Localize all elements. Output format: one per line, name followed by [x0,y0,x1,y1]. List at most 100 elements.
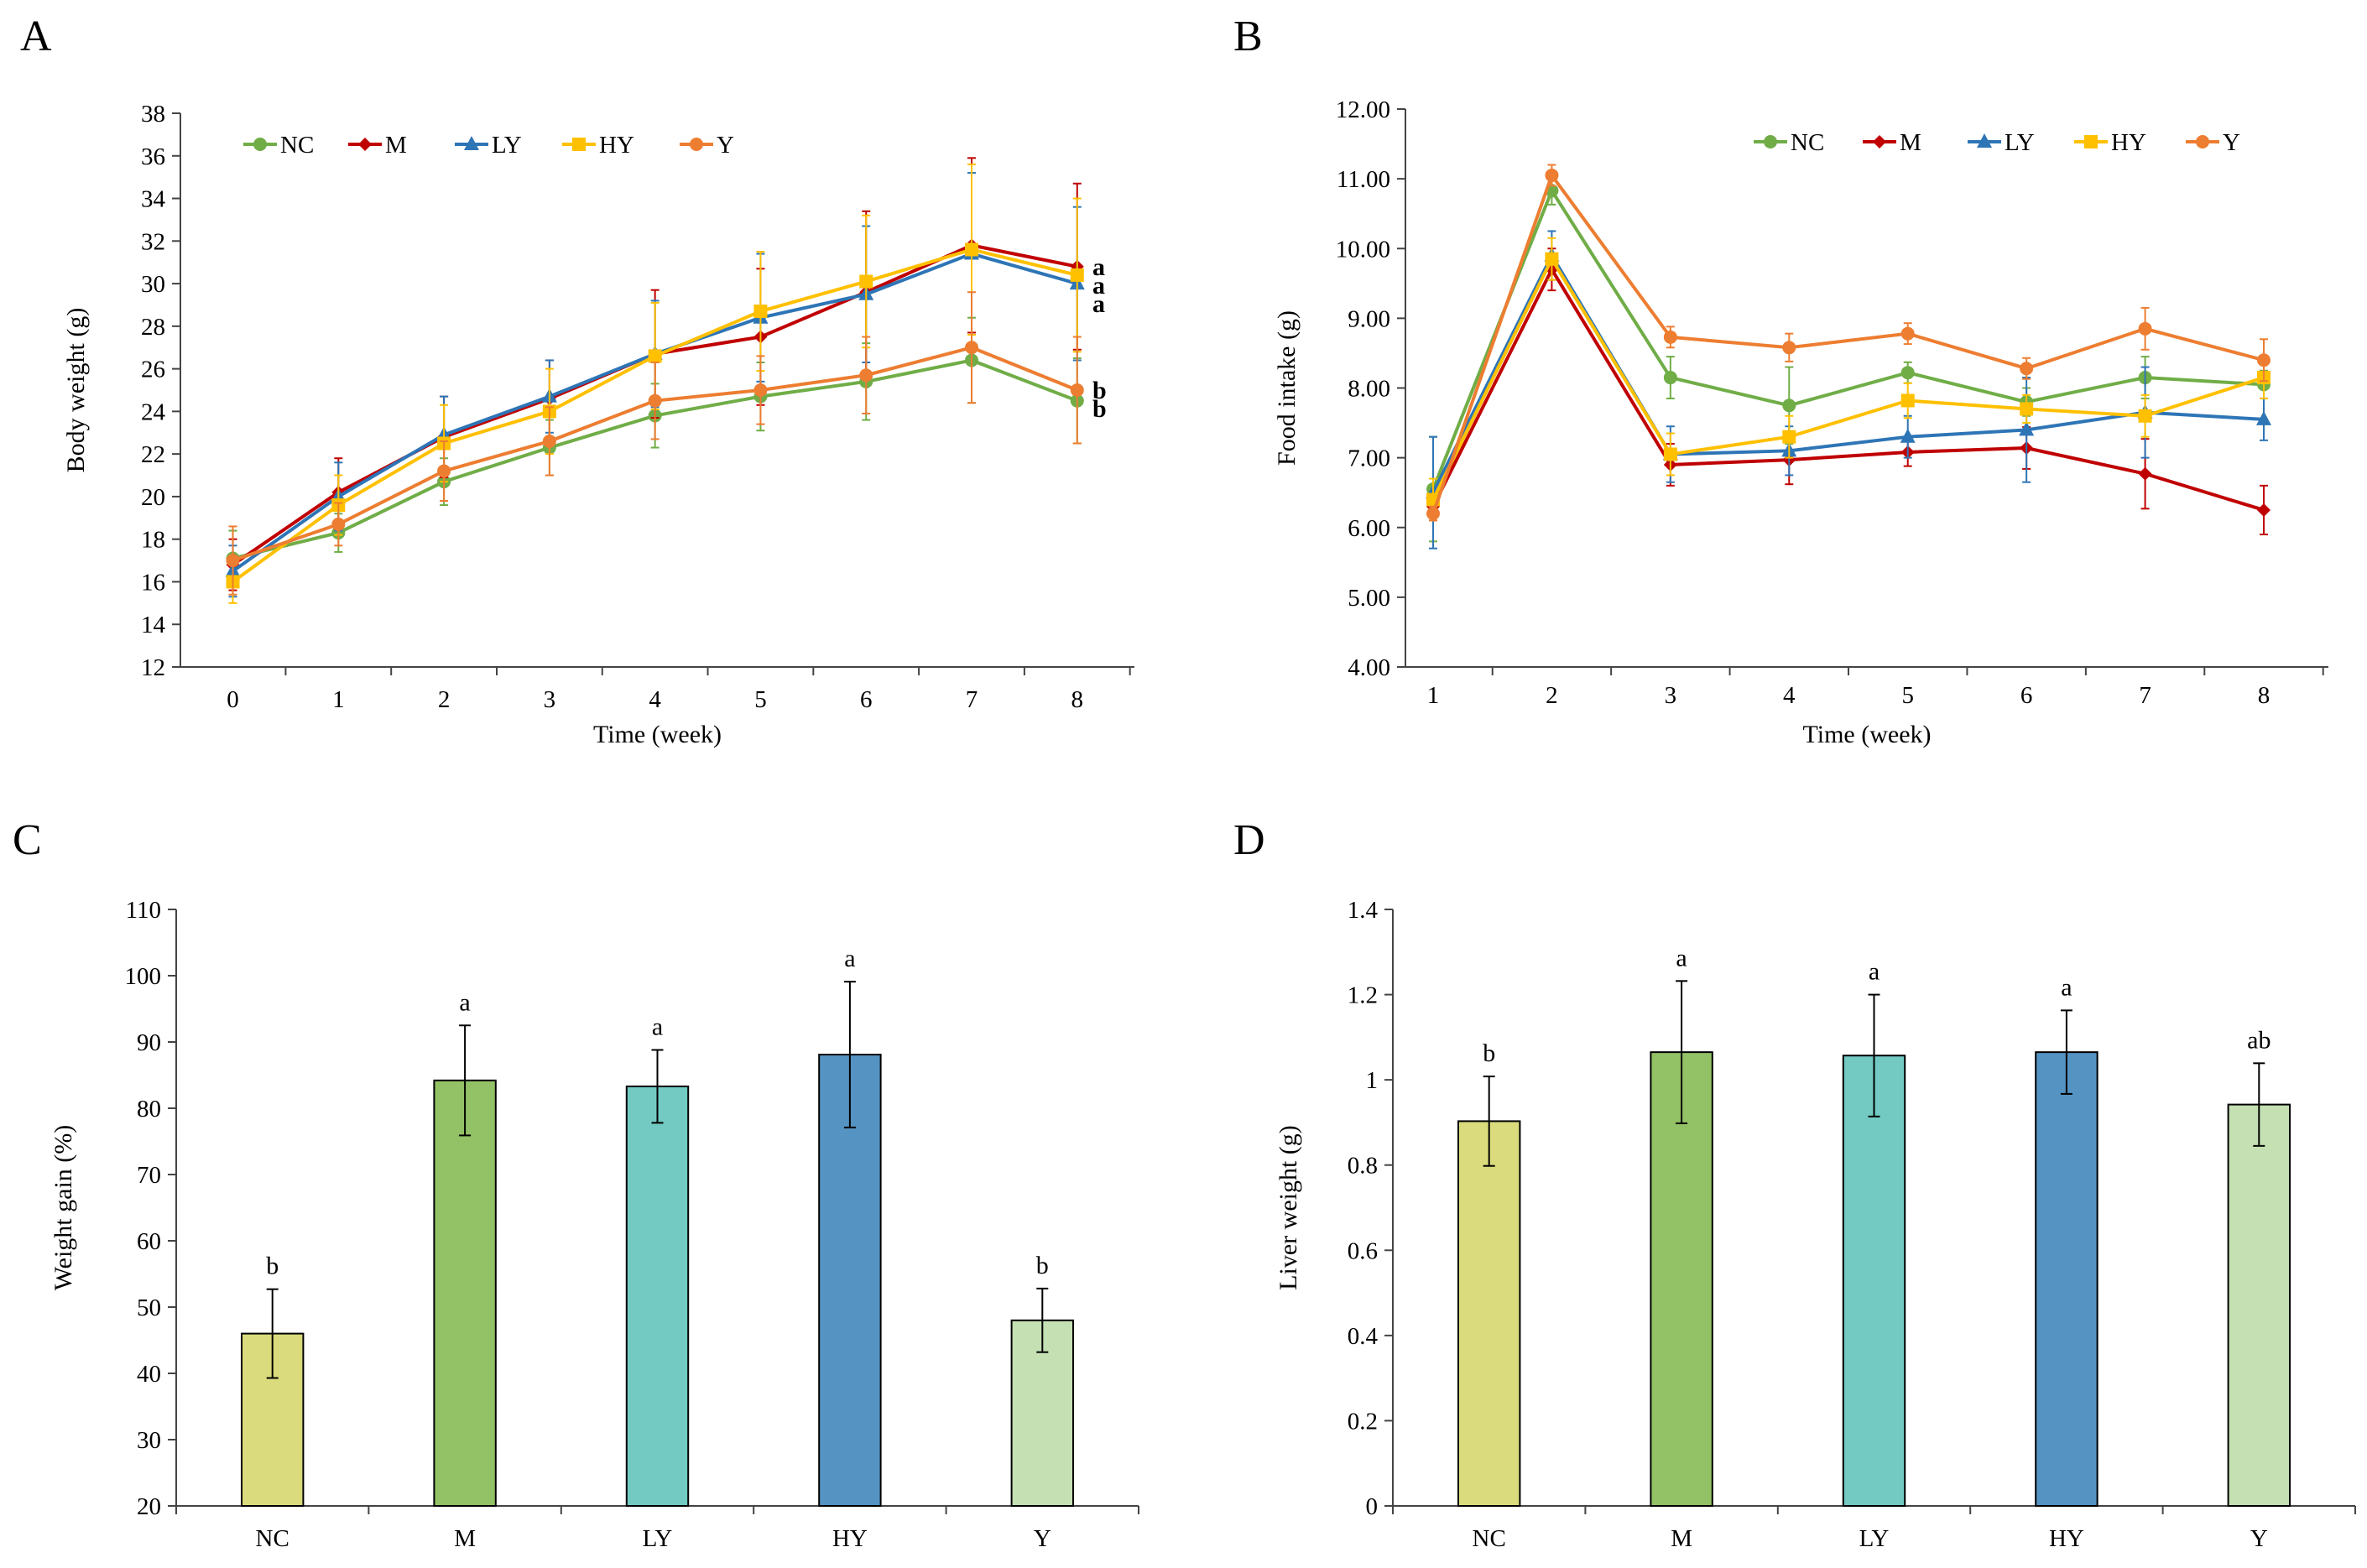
legend-marker-nc [253,138,267,151]
x-tick-label: 7 [966,686,978,713]
data-point [1782,341,1796,355]
significance-letter: b [1092,377,1107,404]
data-point [1782,430,1796,444]
y-tick-label: 7.00 [1348,445,1390,472]
y-tick-label: 4.00 [1348,654,1390,681]
x-tick-label: NC [1473,1525,1506,1552]
data-point [2138,409,2152,423]
data-point [648,349,662,363]
data-point [331,517,346,531]
x-tick-label: LY [1859,1525,1890,1552]
y-tick-label: 28 [141,314,165,341]
legend-label-m: M [385,132,407,159]
data-point [1900,428,1916,443]
significance-letter: a [2061,973,2072,1001]
x-tick-label: 3 [544,686,556,713]
x-tick-label: 2 [438,686,451,713]
significance-letter: a [844,945,855,972]
x-tick-label: 5 [754,686,767,713]
y-axis-title: Weight gain (%) [50,1125,77,1291]
data-point [859,368,873,383]
x-tick-label: NC [256,1525,289,1552]
data-point [1545,252,1559,266]
data-point [2257,353,2271,367]
bar-ly [625,1085,690,1508]
legend-marker-nc [1764,135,1777,148]
x-tick-label: 2 [1546,682,1558,709]
y-tick-label: 0.6 [1348,1237,1378,1264]
y-tick-label: 16 [141,569,165,596]
y-tick-label: 9.00 [1348,305,1390,332]
bar-m [433,1079,497,1507]
y-tick-label: 110 [126,897,161,924]
x-tick-label: HY [2049,1525,2084,1552]
x-tick-label: 0 [227,686,239,713]
y-tick-label: 18 [141,527,165,554]
y-tick-label: 40 [137,1361,161,1388]
legend-marker-hy [2084,135,2098,148]
y-axis-title: Food intake (g) [1273,310,1301,466]
significance-letter: a [1869,958,1880,986]
x-tick-label: 8 [1071,686,1084,713]
significance-letter: ab [2247,1026,2271,1054]
data-point [2019,421,2035,436]
panel-letter-d: D [1233,816,1265,864]
bar-y [2227,1103,2291,1507]
x-tick-label: HY [832,1525,868,1552]
bar-m [1650,1051,1713,1508]
x-tick-label: M [1671,1525,1692,1552]
y-tick-label: 90 [137,1029,161,1056]
legend-label-ly: LY [2005,129,2035,156]
legend-label-nc: NC [1791,129,1824,156]
data-point [2138,466,2152,481]
data-point [542,434,556,448]
legend-label-ly: LY [492,132,522,159]
data-point [226,554,240,568]
y-tick-label: 1.4 [1348,897,1379,924]
series-line-m [1431,266,2265,512]
x-tick-label: 1 [1427,682,1440,709]
y-tick-label: 11.00 [1337,166,1390,193]
x-tick-label: 8 [2258,682,2271,709]
series-y [1426,164,2271,522]
legend-marker-y [690,138,703,151]
y-tick-label: 50 [137,1295,161,1321]
data-point [437,464,451,478]
x-tick-label: 4 [1783,682,1796,709]
data-point [1663,371,1677,385]
y-axis-title: Liver weight (g) [1275,1125,1302,1290]
y-tick-label: 30 [137,1427,161,1454]
y-tick-label: 1.2 [1348,982,1378,1009]
significance-letter: a [652,1013,663,1040]
y-tick-label: 22 [141,441,165,468]
x-tick-label: 7 [2139,682,2151,709]
data-point [1782,399,1796,413]
panel-letter-b: B [1233,13,1263,60]
legend-marker-hy [572,138,586,151]
data-point [2256,410,2271,425]
data-point [1426,507,1440,521]
y-tick-label: 20 [141,484,165,511]
y-tick-label: 100 [125,963,162,990]
y-tick-label: 24 [141,399,166,425]
legend-label-hy: HY [599,132,634,159]
y-tick-label: 12.00 [1336,96,1390,123]
y-tick-label: 36 [141,143,165,170]
data-point [1070,268,1084,282]
panel-letter-c: C [13,816,42,864]
y-tick-label: 0.4 [1348,1323,1379,1350]
y-tick-label: 10.00 [1336,236,1390,263]
series-hy [1426,237,2271,522]
y-tick-label: 0.2 [1348,1408,1378,1435]
x-tick-label: 3 [1665,682,1677,709]
data-point [964,242,978,257]
data-point [753,383,768,397]
x-tick-label: 6 [860,686,873,713]
data-point [1070,383,1084,397]
x-tick-label: LY [643,1525,673,1552]
y-tick-label: 14 [141,612,166,638]
x-tick-label: Y [2250,1525,2268,1552]
series-m [1426,247,2271,536]
legend-label-y: Y [2223,129,2240,156]
